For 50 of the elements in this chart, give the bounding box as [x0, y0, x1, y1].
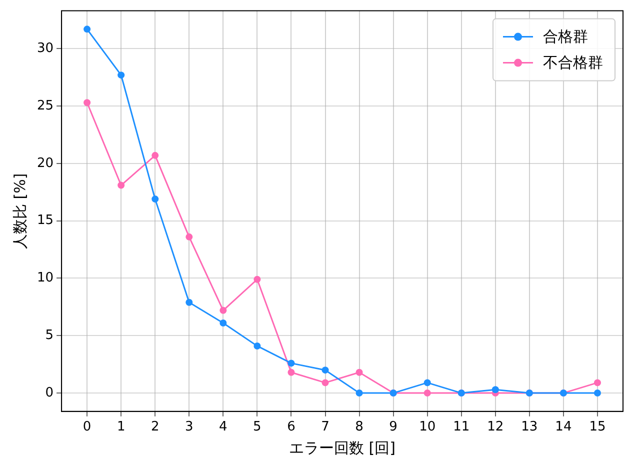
x-axis-title: エラー回数 [回] [289, 438, 396, 457]
y-tick-label: 30 [36, 41, 54, 56]
x-tick-label: 10 [419, 420, 436, 435]
x-tick-label: 4 [219, 420, 228, 435]
x-tick-label: 8 [355, 420, 364, 435]
x-tick-label: 9 [389, 420, 398, 435]
x-tick-label: 1 [116, 420, 126, 435]
point [254, 342, 261, 350]
legend-label: 不合格群 [543, 54, 603, 72]
point [118, 72, 125, 79]
point [288, 360, 295, 367]
x-tick-label: 12 [487, 420, 504, 435]
point [84, 26, 91, 33]
y-tick-label: 10 [36, 270, 54, 286]
y-tick-label: 25 [36, 98, 54, 114]
point [118, 182, 125, 189]
x-tick-label: 2 [150, 420, 160, 435]
x-tick-label: 3 [185, 420, 194, 435]
point [322, 379, 329, 386]
x-tick-label: 14 [555, 420, 572, 435]
y-tick-label: 20 [36, 156, 54, 171]
x-tick-label: 6 [287, 420, 296, 435]
point [594, 379, 601, 386]
point [186, 298, 193, 306]
x-tick-label: 7 [321, 420, 330, 435]
x-tick-label: 5 [253, 420, 262, 435]
point [152, 196, 159, 203]
point [424, 390, 431, 397]
y-tick-label: 0 [45, 385, 54, 400]
point [356, 390, 363, 397]
point [492, 386, 499, 394]
point [84, 99, 91, 106]
x-tick-label: 13 [521, 420, 538, 435]
point [220, 306, 227, 314]
point [322, 366, 329, 374]
legend-label: 合格群 [543, 28, 588, 46]
y-tick-label: 5 [45, 328, 54, 344]
point [186, 233, 193, 240]
point [288, 368, 295, 376]
point [254, 276, 261, 283]
x-tick-label: 15 [589, 420, 606, 435]
point [152, 152, 159, 159]
point [594, 390, 601, 397]
point [220, 320, 227, 327]
y-tick-label: 15 [36, 213, 54, 228]
x-tick-label: 0 [82, 420, 92, 435]
y-axis-title: 人数比 [%] [10, 173, 29, 249]
point [424, 379, 431, 386]
x-tick-label: 11 [453, 420, 470, 435]
point [356, 368, 363, 376]
